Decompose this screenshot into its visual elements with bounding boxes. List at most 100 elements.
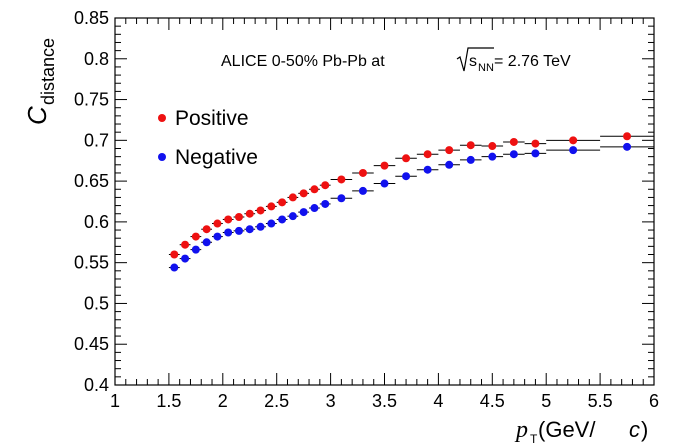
x-tick-label: 2.5 <box>264 391 289 411</box>
series-positive <box>168 132 654 259</box>
data-point <box>191 245 200 254</box>
series-layer <box>168 132 654 272</box>
annotation-suffix: = 2.76 TeV <box>494 53 571 70</box>
data-point <box>423 165 432 174</box>
data-point <box>170 263 179 272</box>
data-point <box>488 152 497 161</box>
data-point <box>623 132 632 141</box>
y-tick-label: 0.6 <box>84 212 109 232</box>
y-tick-label: 0.65 <box>74 171 109 191</box>
data-point <box>288 212 297 221</box>
legend-marker-positive <box>158 114 166 122</box>
x-tick-label: 6 <box>649 391 659 411</box>
data-point <box>531 139 540 148</box>
y-axis-ticks: 0.4 0.45 0.5 0.55 0.6 0.65 0.7 0.75 0.8 0.85 <box>74 8 654 395</box>
data-point <box>509 137 518 146</box>
data-point <box>623 142 632 151</box>
data-point <box>288 193 297 202</box>
data-point <box>181 240 190 249</box>
legend-marker-negative <box>158 153 166 161</box>
x-axis-label-unit-close: ) <box>641 417 648 442</box>
data-point <box>358 168 367 177</box>
data-point <box>337 194 346 203</box>
data-point <box>213 219 222 228</box>
data-point <box>531 149 540 158</box>
x-axis-label: p T (GeV/ c ) <box>514 417 648 446</box>
data-point <box>321 199 330 208</box>
y-tick-label: 0.4 <box>84 375 109 395</box>
x-tick-label: 4.5 <box>480 391 505 411</box>
x-axis-ticks: 1 1.5 2 2.5 3 3.5 4 4.5 5 5.5 6 <box>110 18 659 411</box>
data-point <box>202 225 211 234</box>
data-point <box>202 238 211 247</box>
data-point <box>234 212 243 221</box>
data-point <box>402 172 411 181</box>
data-point <box>267 202 276 211</box>
y-tick-label: 0.75 <box>74 90 109 110</box>
data-point <box>380 179 389 188</box>
x-axis-label-unit-open: (GeV/ <box>538 417 596 442</box>
data-point <box>380 161 389 170</box>
x-tick-label: 5 <box>541 391 551 411</box>
y-tick-label: 0.8 <box>84 49 109 69</box>
x-tick-label: 1 <box>110 391 120 411</box>
y-tick-label: 0.45 <box>74 334 109 354</box>
data-point <box>267 219 276 228</box>
data-point <box>213 232 222 241</box>
x-tick-label: 3 <box>326 391 336 411</box>
data-point <box>402 154 411 163</box>
y-axis-label-main: C <box>22 106 52 125</box>
x-axis-label-unit-c: c <box>629 417 640 442</box>
data-point <box>466 155 475 164</box>
x-tick-label: 2 <box>218 391 228 411</box>
data-point <box>256 222 265 231</box>
data-point <box>358 186 367 195</box>
data-point <box>278 198 287 207</box>
data-point <box>445 146 454 155</box>
y-tick-label: 0.5 <box>84 293 109 313</box>
data-point <box>445 160 454 169</box>
x-tick-label: 5.5 <box>588 391 613 411</box>
data-point <box>299 189 308 198</box>
annotation-sqrt-sub: NN <box>478 62 494 74</box>
data-point <box>321 181 330 190</box>
data-point <box>310 204 319 213</box>
data-point <box>224 215 233 224</box>
y-axis-label-sub: distance <box>38 38 58 105</box>
annotation: ALICE 0-50% Pb-Pb at s NN = 2.76 TeV <box>221 47 571 74</box>
data-point <box>278 215 287 224</box>
data-point <box>337 175 346 184</box>
data-point <box>170 250 179 259</box>
series-negative <box>168 142 654 272</box>
data-point <box>224 228 233 237</box>
y-axis-label: C distance <box>22 38 58 125</box>
plot-frame <box>114 17 655 386</box>
x-tick-label: 4 <box>433 391 443 411</box>
annotation-sqrt-s: s <box>469 53 477 70</box>
legend: Positive Negative <box>158 107 258 169</box>
data-point <box>488 142 497 151</box>
y-tick-label: 0.85 <box>74 8 109 28</box>
x-tick-label: 1.5 <box>156 391 181 411</box>
legend-label-negative: Negative <box>175 146 258 169</box>
data-point <box>234 226 243 235</box>
data-point <box>509 150 518 159</box>
data-point <box>569 136 578 145</box>
data-point <box>245 209 254 218</box>
data-point <box>191 232 200 241</box>
annotation-prefix: ALICE 0-50% Pb-Pb at <box>221 53 385 70</box>
data-point <box>569 146 578 155</box>
data-point <box>181 254 190 263</box>
data-point <box>245 225 254 234</box>
legend-label-positive: Positive <box>175 107 249 130</box>
data-point <box>299 208 308 217</box>
y-tick-label: 0.55 <box>74 253 109 273</box>
data-point <box>423 150 432 159</box>
data-point <box>256 206 265 215</box>
data-point <box>466 141 475 150</box>
sqrt-radical <box>456 47 494 72</box>
data-point <box>310 185 319 194</box>
x-axis-label-sub: T <box>530 432 538 446</box>
y-tick-label: 0.7 <box>84 130 109 150</box>
